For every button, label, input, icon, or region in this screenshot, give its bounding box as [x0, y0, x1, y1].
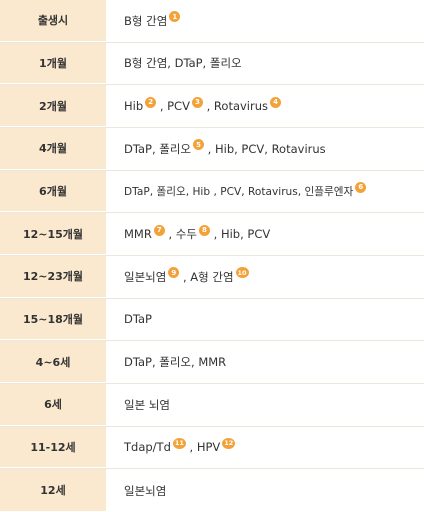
vaccine-text: MMR	[124, 227, 152, 242]
vaccine-segment: Hib 2	[124, 96, 157, 114]
footnote-badge[interactable]: 3	[191, 96, 203, 108]
table-row: 12~15개월 MMR 7 , 수두 8 , Hib, PCV	[0, 213, 424, 256]
table-row: 2개월 Hib 2 , PCV 3 , Rotavirus 4	[0, 85, 424, 128]
footnote-badge[interactable]: 6	[355, 181, 367, 193]
table-row: 12~23개월 일본뇌염 9 , A형 간염 10	[0, 255, 424, 299]
vaccine-text: , A형 간염	[182, 269, 234, 284]
vaccine-text: DTaP, 폴리오, Hib , PCV, Rotavirus, 인플루엔자	[124, 185, 354, 198]
table-row: 6세 일본 뇌염	[0, 383, 424, 427]
table-row: 4개월 DTaP, 폴리오 5 , Hib, PCV, Rotavirus	[0, 127, 424, 171]
vaccine-text: , PCV	[159, 99, 190, 114]
vaccine-text: DTaP, 폴리오, MMR	[124, 355, 227, 370]
vaccine-text: Tdap/Td	[124, 440, 171, 455]
table-row: 12세 일본뇌염	[0, 469, 424, 512]
vaccine-text: , 수두	[168, 227, 197, 242]
age-cell: 12세	[0, 469, 106, 512]
age-cell: 12~15개월	[0, 213, 106, 255]
footnote-badge[interactable]: 9	[168, 267, 180, 279]
vaccine-text: B형 간염	[124, 13, 168, 28]
footnote-badge[interactable]: 2	[145, 96, 157, 108]
vaccine-cell: Tdap/Td 11 , HPV 12	[106, 427, 424, 469]
vaccine-segment: DTaP, 폴리오 5	[124, 139, 205, 157]
vaccine-text: DTaP	[124, 312, 152, 327]
vaccine-text: DTaP, 폴리오	[124, 141, 192, 156]
vaccine-cell: DTaP, 폴리오 5 , Hib, PCV, Rotavirus	[106, 128, 424, 170]
vaccine-cell: B형 간염, DTaP, 폴리오	[106, 43, 424, 85]
vaccine-cell: 일본뇌염	[106, 469, 424, 512]
vaccine-segment: Tdap/Td 11	[124, 437, 186, 455]
footnote-badge[interactable]: 8	[198, 224, 210, 236]
vaccine-text: 일본 뇌염	[124, 397, 170, 412]
age-cell: 1개월	[0, 42, 106, 85]
age-cell: 6세	[0, 383, 106, 426]
vaccine-segment: DTaP, 폴리오, MMR	[124, 354, 226, 370]
vaccine-cell: DTaP, 폴리오, MMR	[106, 341, 424, 383]
age-cell: 11-12세	[0, 426, 106, 469]
vaccine-text: Hib	[124, 99, 144, 114]
footnote-badge[interactable]: 5	[193, 139, 205, 151]
vaccine-cell: B형 간염 1	[106, 0, 424, 42]
vaccine-cell: DTaP	[106, 299, 424, 341]
vaccine-segment: , PCV 3	[156, 96, 203, 114]
vaccine-segment: , Hib, PCV, Rotavirus	[204, 142, 326, 156]
vaccine-segment: B형 간염 1	[124, 11, 181, 29]
vaccine-cell: DTaP, 폴리오, Hib , PCV, Rotavirus, 인플루엔자 6	[106, 171, 424, 213]
vaccine-segment: , A형 간염 10	[179, 267, 249, 285]
vaccine-segment: 일본뇌염	[124, 483, 166, 499]
age-cell: 4개월	[0, 127, 106, 170]
table-row: 출생시 B형 간염 1	[0, 0, 424, 43]
vaccine-segment: , Hib, PCV	[210, 227, 271, 242]
vaccine-segment: , 수두 8	[165, 224, 210, 242]
table-row: 11-12세 Tdap/Td 11 , HPV 12	[0, 426, 424, 470]
vaccine-text: , Rotavirus	[206, 99, 269, 114]
footnote-badge[interactable]: 7	[153, 224, 165, 236]
vaccine-segment: DTaP	[124, 312, 152, 326]
vaccine-segment: , HPV 12	[186, 437, 236, 455]
vaccine-cell: 일본 뇌염	[106, 384, 424, 426]
table-row: 15~18개월 DTaP	[0, 298, 424, 342]
vaccine-segment: DTaP, 폴리오, Hib , PCV, Rotavirus, 인플루엔자 6	[124, 181, 367, 199]
vaccine-text: , Hib, PCV	[213, 227, 271, 242]
table-row: 1개월 B형 간염, DTaP, 폴리오	[0, 42, 424, 86]
age-cell: 12~23개월	[0, 255, 106, 298]
table-row: 6개월 DTaP, 폴리오, Hib , PCV, Rotavirus, 인플루…	[0, 170, 424, 214]
age-cell: 15~18개월	[0, 298, 106, 341]
footnote-badge[interactable]: 4	[270, 96, 282, 108]
age-cell: 4~6세	[0, 341, 106, 383]
vaccine-text: 일본뇌염	[124, 269, 167, 284]
vaccine-text: , HPV	[189, 440, 221, 455]
vaccine-cell: 일본뇌염 9 , A형 간염 10	[106, 256, 424, 298]
vaccine-text: , Hib, PCV, Rotavirus	[207, 141, 326, 156]
footnote-badge[interactable]: 11	[172, 437, 186, 449]
vaccine-segment: 일본뇌염 9	[124, 267, 180, 285]
age-cell: 2개월	[0, 85, 106, 127]
vaccine-text: B형 간염, DTaP, 폴리오	[124, 56, 242, 71]
vaccine-cell: MMR 7 , 수두 8 , Hib, PCV	[106, 213, 424, 255]
age-cell: 출생시	[0, 0, 106, 42]
age-cell: 6개월	[0, 170, 106, 213]
vaccine-text: 일본뇌염	[124, 483, 167, 498]
vaccine-segment: B형 간염, DTaP, 폴리오	[124, 55, 242, 71]
footnote-badge[interactable]: 12	[222, 437, 236, 449]
table-row: 4~6세 DTaP, 폴리오, MMR	[0, 341, 424, 384]
footnote-badge[interactable]: 10	[235, 267, 249, 279]
footnote-badge[interactable]: 1	[169, 11, 181, 23]
vaccine-segment: , Rotavirus 4	[203, 96, 282, 114]
vaccine-segment: MMR 7	[124, 224, 165, 242]
vaccine-segment: 일본 뇌염	[124, 397, 170, 413]
vaccine-cell: Hib 2 , PCV 3 , Rotavirus 4	[106, 85, 424, 127]
